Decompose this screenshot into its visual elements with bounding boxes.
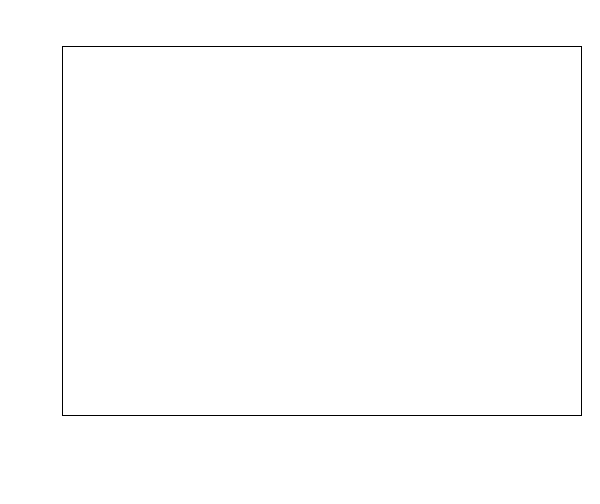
plot-area bbox=[62, 46, 582, 416]
